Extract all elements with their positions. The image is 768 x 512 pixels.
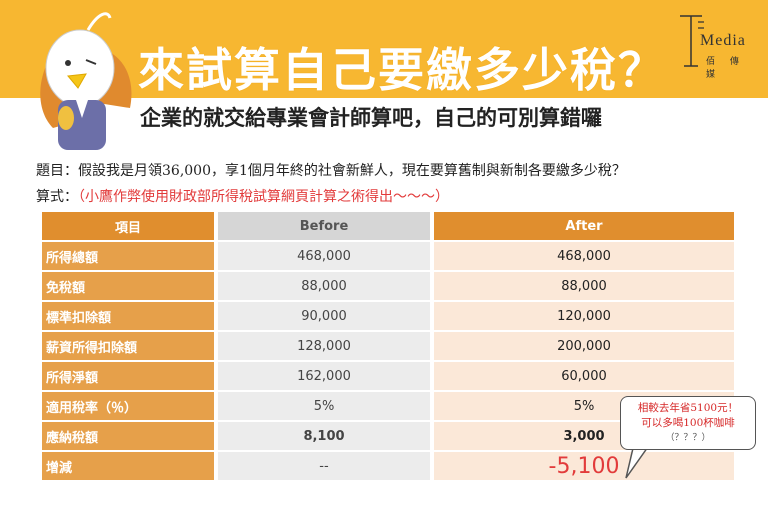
table-header-row: 項目 Before After bbox=[42, 212, 734, 240]
row-label: 所得總額 bbox=[42, 242, 214, 270]
subtitle-bar bbox=[128, 98, 768, 136]
bubble-line-3: （？？？） bbox=[665, 433, 711, 443]
row-label: 薪資所得扣除額 bbox=[42, 332, 214, 360]
row-label: 增減 bbox=[42, 452, 214, 480]
brand-logo: Media 佰 傳 媒 bbox=[676, 12, 764, 80]
row-before: 5% bbox=[218, 392, 430, 420]
logo-mark-icon bbox=[680, 15, 704, 67]
row-label: 應納稅額 bbox=[42, 422, 214, 450]
page-title: 來試算自己要繳多少稅？ bbox=[138, 43, 666, 97]
bubble-line-2: 可以多喝100杯咖啡 bbox=[641, 417, 735, 429]
row-after: -5,100 bbox=[434, 452, 734, 480]
table-row: 增減 -- -5,100 bbox=[42, 452, 734, 480]
row-before: -- bbox=[218, 452, 430, 480]
logo-text: Media bbox=[700, 32, 746, 49]
header-item: 項目 bbox=[42, 212, 214, 240]
row-after: 120,000 bbox=[434, 302, 734, 330]
row-before: 468,000 bbox=[218, 242, 430, 270]
row-before: 90,000 bbox=[218, 302, 430, 330]
table-row: 所得總額 468,000 468,000 bbox=[42, 242, 734, 270]
row-label: 所得淨額 bbox=[42, 362, 214, 390]
question-text: 題目：假設我是月領36,000，享1個月年終的社會新鮮人，現在要算舊制與新制各要… bbox=[36, 163, 626, 179]
row-label: 免稅額 bbox=[42, 272, 214, 300]
row-after: 468,000 bbox=[434, 242, 734, 270]
header-before: Before bbox=[218, 212, 430, 240]
row-after: 200,000 bbox=[434, 332, 734, 360]
row-after: 60,000 bbox=[434, 362, 734, 390]
table-row: 所得淨額 162,000 60,000 bbox=[42, 362, 734, 390]
logo-subtext: 佰 傳 媒 bbox=[706, 57, 745, 80]
eagle-mascot-icon bbox=[40, 12, 132, 150]
row-before: 88,000 bbox=[218, 272, 430, 300]
row-before: 162,000 bbox=[218, 362, 430, 390]
row-before: 8,100 bbox=[218, 422, 430, 450]
row-label: 標準扣除額 bbox=[42, 302, 214, 330]
formula-label: 算式： bbox=[36, 189, 78, 205]
page-subtitle: 企業的就交給專業會計師算吧，自己的可別算錯囉 bbox=[140, 106, 602, 130]
row-after: 88,000 bbox=[434, 272, 734, 300]
table-row: 標準扣除額 90,000 120,000 bbox=[42, 302, 734, 330]
row-before: 128,000 bbox=[218, 332, 430, 360]
tax-comparison-table: 項目 Before After 所得總額 468,000 468,000 免稅額… bbox=[42, 210, 734, 482]
formula-note: （小鷹作弊使用財政部所得稅試算網頁計算之術得出～～～） bbox=[78, 189, 449, 205]
header-after: After bbox=[434, 212, 734, 240]
formula-line: 算式：（小鷹作弊使用財政部所得稅試算網頁計算之術得出～～～） bbox=[36, 186, 449, 206]
table-row: 薪資所得扣除額 128,000 200,000 bbox=[42, 332, 734, 360]
row-label: 適用稅率（％） bbox=[42, 392, 214, 420]
table-row: 免稅額 88,000 88,000 bbox=[42, 272, 734, 300]
speech-bubble: 相較去年省5100元！ 可以多喝100杯咖啡 （？？？） bbox=[620, 396, 756, 450]
bubble-line-1: 相較去年省5100元！ bbox=[637, 402, 739, 414]
